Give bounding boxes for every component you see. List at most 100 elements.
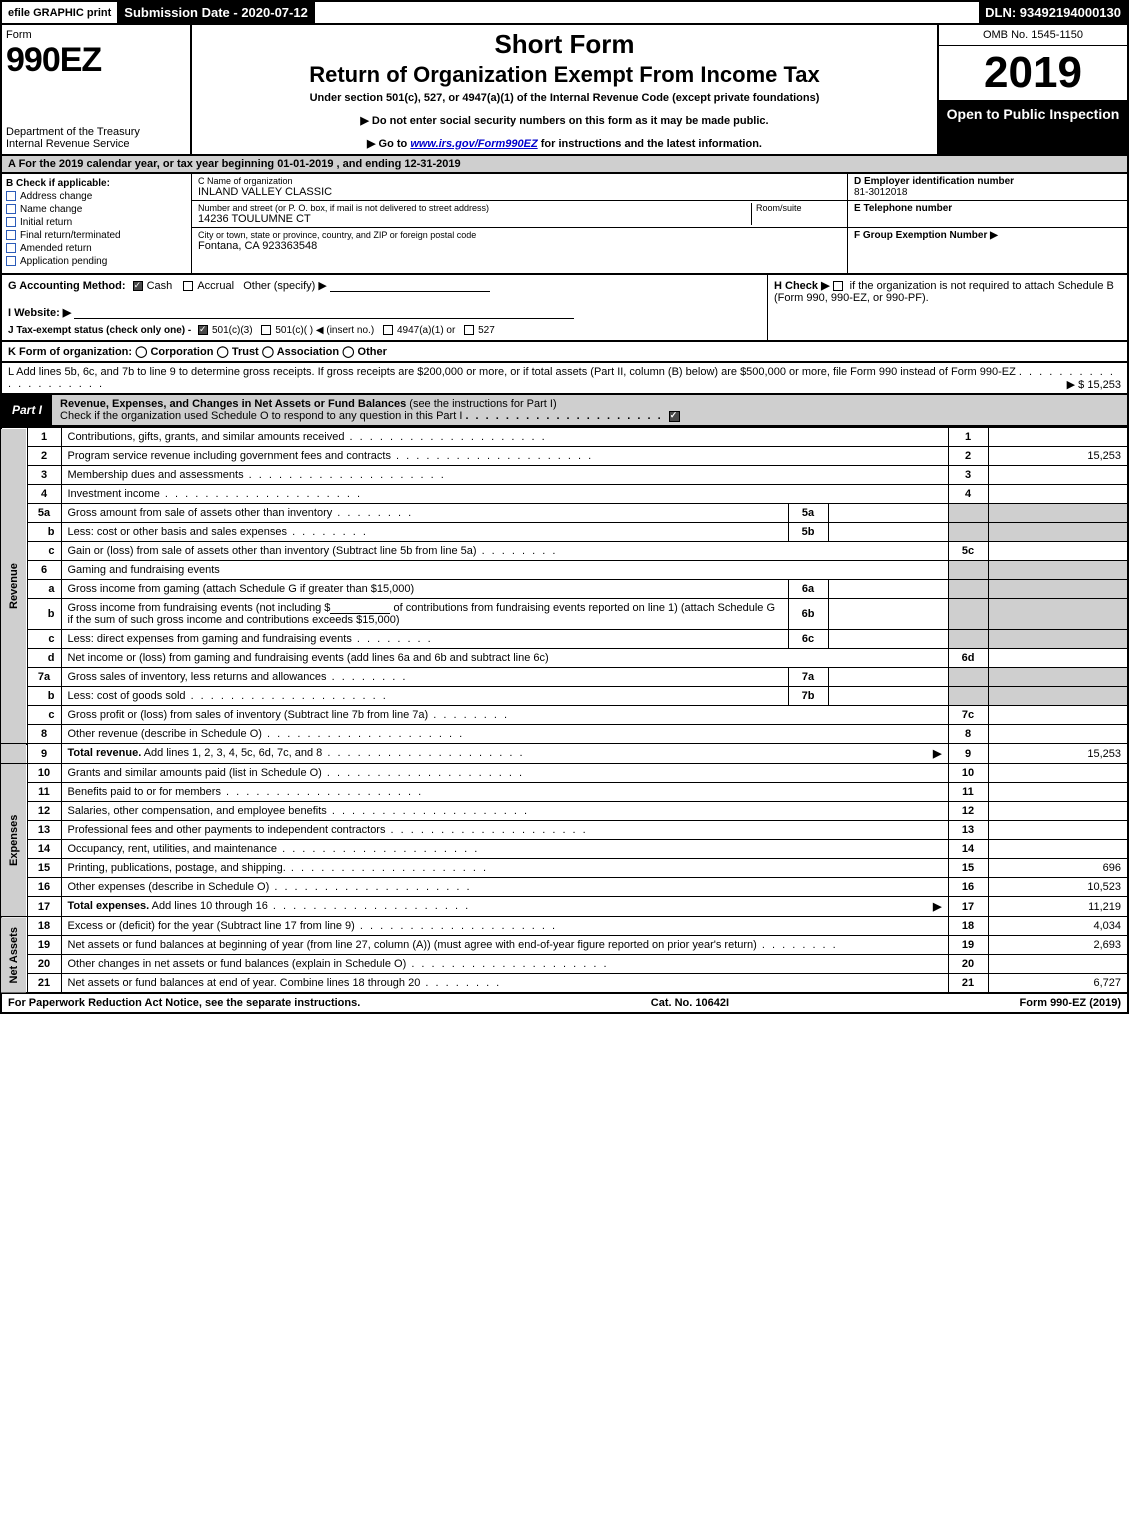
line-col-shade xyxy=(948,599,988,630)
table-row: 19 Net assets or fund balances at beginn… xyxy=(1,936,1128,955)
city-value: Fontana, CA 923363548 xyxy=(198,240,841,252)
check-label: Application pending xyxy=(20,256,107,267)
other-specify-line[interactable] xyxy=(330,280,490,292)
line-desc: Other expenses (describe in Schedule O) xyxy=(61,878,948,897)
line-amount xyxy=(988,764,1128,783)
line-desc: Gross sales of inventory, less returns a… xyxy=(61,668,788,687)
line-col: 15 xyxy=(948,859,988,878)
street-value: 14236 TOULUMNE CT xyxy=(198,213,751,225)
line-desc: Gain or (loss) from sale of assets other… xyxy=(61,542,948,561)
checkbox-h-icon[interactable] xyxy=(833,281,843,291)
efile-print[interactable]: efile GRAPHIC print xyxy=(2,2,118,23)
line-amount-shade xyxy=(988,580,1128,599)
page-footer: For Paperwork Reduction Act Notice, see … xyxy=(0,994,1129,1014)
line-amount xyxy=(988,485,1128,504)
check-label: Initial return xyxy=(20,217,72,228)
part-1-title: Revenue, Expenses, and Changes in Net As… xyxy=(52,395,1127,425)
checkbox-527-icon[interactable] xyxy=(464,325,474,335)
j-501c3-label: 501(c)(3) xyxy=(212,325,253,336)
line-number: 21 xyxy=(27,974,61,994)
checkbox-cash-icon[interactable] xyxy=(133,281,143,291)
section-def: D Employer identification number 81-3012… xyxy=(847,174,1127,273)
part-1-badge: Part I xyxy=(2,395,52,425)
checkbox-icon[interactable] xyxy=(6,191,16,201)
dln: DLN: 93492194000130 xyxy=(979,2,1127,23)
line-amount xyxy=(988,955,1128,974)
other-label: Other (specify) ▶ xyxy=(243,280,327,292)
telephone-block: E Telephone number xyxy=(848,201,1127,228)
table-row: 6 Gaming and fundraising events xyxy=(1,561,1128,580)
form-word: Form xyxy=(6,29,186,41)
checkbox-icon[interactable] xyxy=(6,204,16,214)
checkbox-icon[interactable] xyxy=(6,217,16,227)
street-label: Number and street (or P. O. box, if mail… xyxy=(198,203,751,213)
line-desc: Professional fees and other payments to … xyxy=(61,821,948,840)
line-amount-shade xyxy=(988,504,1128,523)
line-number: 4 xyxy=(27,485,61,504)
line-col: 18 xyxy=(948,917,988,936)
irs-link[interactable]: www.irs.gov/Form990EZ xyxy=(410,138,537,150)
line-amount xyxy=(988,840,1128,859)
table-row: a Gross income from gaming (attach Sched… xyxy=(1,580,1128,599)
line-desc: Gross profit or (loss) from sales of inv… xyxy=(61,706,948,725)
table-row: 9 Total revenue. Add lines 1, 2, 3, 4, 5… xyxy=(1,744,1128,764)
ein-label: D Employer identification number xyxy=(854,176,1121,187)
row-k: K Form of organization: ◯ Corporation ◯ … xyxy=(0,342,1129,363)
checkbox-icon[interactable] xyxy=(6,243,16,253)
submission-date: Submission Date - 2020-07-12 xyxy=(118,2,315,23)
line-col: 3 xyxy=(948,466,988,485)
expenses-side-label: Expenses xyxy=(1,764,27,917)
checkbox-501c3-icon[interactable] xyxy=(198,325,208,335)
check-initial-return[interactable]: Initial return xyxy=(6,217,187,228)
table-row: c Gross profit or (loss) from sales of i… xyxy=(1,706,1128,725)
line-desc: Grants and similar amounts paid (list in… xyxy=(61,764,948,783)
check-name-change[interactable]: Name change xyxy=(6,204,187,215)
check-final-return[interactable]: Final return/terminated xyxy=(6,230,187,241)
revenue-table: Revenue 1 Contributions, gifts, grants, … xyxy=(0,427,1129,994)
checkbox-4947-icon[interactable] xyxy=(383,325,393,335)
mini-line-val xyxy=(828,599,948,630)
city-label: City or town, state or province, country… xyxy=(198,230,841,240)
line-amount xyxy=(988,649,1128,668)
check-application-pending[interactable]: Application pending xyxy=(6,256,187,267)
row-gh-left: G Accounting Method: Cash Accrual Other … xyxy=(2,275,767,340)
checkbox-icon[interactable] xyxy=(6,256,16,266)
line-desc: Gross income from gaming (attach Schedul… xyxy=(61,580,788,599)
line-col: 14 xyxy=(948,840,988,859)
checkbox-accrual-icon[interactable] xyxy=(183,281,193,291)
table-row: 7a Gross sales of inventory, less return… xyxy=(1,668,1128,687)
checkbox-icon[interactable] xyxy=(6,230,16,240)
org-name-label: C Name of organization xyxy=(198,176,841,186)
check-amended-return[interactable]: Amended return xyxy=(6,243,187,254)
line-number: 19 xyxy=(27,936,61,955)
line-desc: Other revenue (describe in Schedule O) xyxy=(61,725,948,744)
line-desc: Net assets or fund balances at end of ye… xyxy=(61,974,948,994)
line-number: 16 xyxy=(27,878,61,897)
return-title: Return of Organization Exempt From Incom… xyxy=(200,62,929,88)
table-row: 15 Printing, publications, postage, and … xyxy=(1,859,1128,878)
table-row: 2 Program service revenue including gove… xyxy=(1,447,1128,466)
line-amount: 696 xyxy=(988,859,1128,878)
footer-right: Form 990-EZ (2019) xyxy=(1020,997,1122,1009)
table-row: b Less: cost or other basis and sales ex… xyxy=(1,523,1128,542)
line-amount: 4,034 xyxy=(988,917,1128,936)
line-desc: Salaries, other compensation, and employ… xyxy=(61,802,948,821)
directive-2: ▶ Go to www.irs.gov/Form990EZ for instru… xyxy=(200,137,929,150)
check-label: Amended return xyxy=(20,243,92,254)
line-desc: Printing, publications, postage, and shi… xyxy=(61,859,948,878)
line-number: d xyxy=(27,649,61,668)
line-amount-shade xyxy=(988,561,1128,580)
check-label: Address change xyxy=(20,191,92,202)
line-amount: 10,523 xyxy=(988,878,1128,897)
street-block: Number and street (or P. O. box, if mail… xyxy=(192,201,847,228)
row-h: H Check ▶ if the organization is not req… xyxy=(767,275,1127,340)
checkbox-schedule-o-icon[interactable] xyxy=(669,411,680,422)
table-row: 16 Other expenses (describe in Schedule … xyxy=(1,878,1128,897)
checkbox-501c-icon[interactable] xyxy=(261,325,271,335)
line-number: 15 xyxy=(27,859,61,878)
check-address-change[interactable]: Address change xyxy=(6,191,187,202)
directive-2-post: for instructions and the latest informat… xyxy=(541,138,762,150)
website-line[interactable] xyxy=(74,307,574,319)
line-desc: Net assets or fund balances at beginning… xyxy=(61,936,948,955)
row-l: L Add lines 5b, 6c, and 7b to line 9 to … xyxy=(0,363,1129,395)
